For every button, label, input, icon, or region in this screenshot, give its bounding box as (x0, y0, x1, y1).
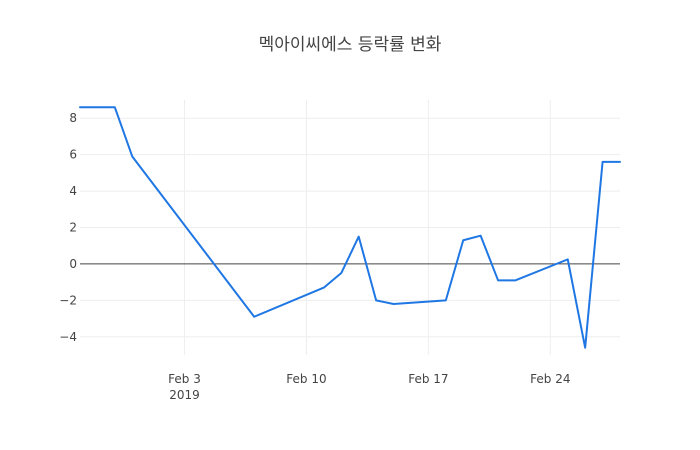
x-tick-label: Feb 17 (408, 372, 448, 386)
y-tick-label: 0 (69, 257, 77, 271)
y-tick-label: −4 (59, 330, 77, 344)
y-tick-label: 6 (69, 148, 77, 162)
x-tick-label: Feb 3 (168, 372, 201, 386)
y-axis-ticks: 8 6 4 2 0 −2 −4 (59, 111, 77, 344)
x-tick-label: Feb 24 (530, 372, 570, 386)
series-line (79, 106, 621, 349)
y-tick-label: −2 (59, 293, 77, 307)
x-tick-sublabel: 2019 (169, 388, 200, 402)
grid-layer (80, 100, 620, 355)
series-layer (79, 106, 621, 349)
x-tick-label: Feb 10 (286, 372, 326, 386)
y-tick-label: 2 (69, 221, 77, 235)
y-tick-label: 4 (69, 184, 77, 198)
x-axis-ticks: Feb 3 2019 Feb 10 Feb 17 Feb 24 (168, 372, 570, 402)
y-tick-label: 8 (69, 111, 77, 125)
chart-title: 멕아이씨에스 등락률 변화 (259, 35, 442, 55)
